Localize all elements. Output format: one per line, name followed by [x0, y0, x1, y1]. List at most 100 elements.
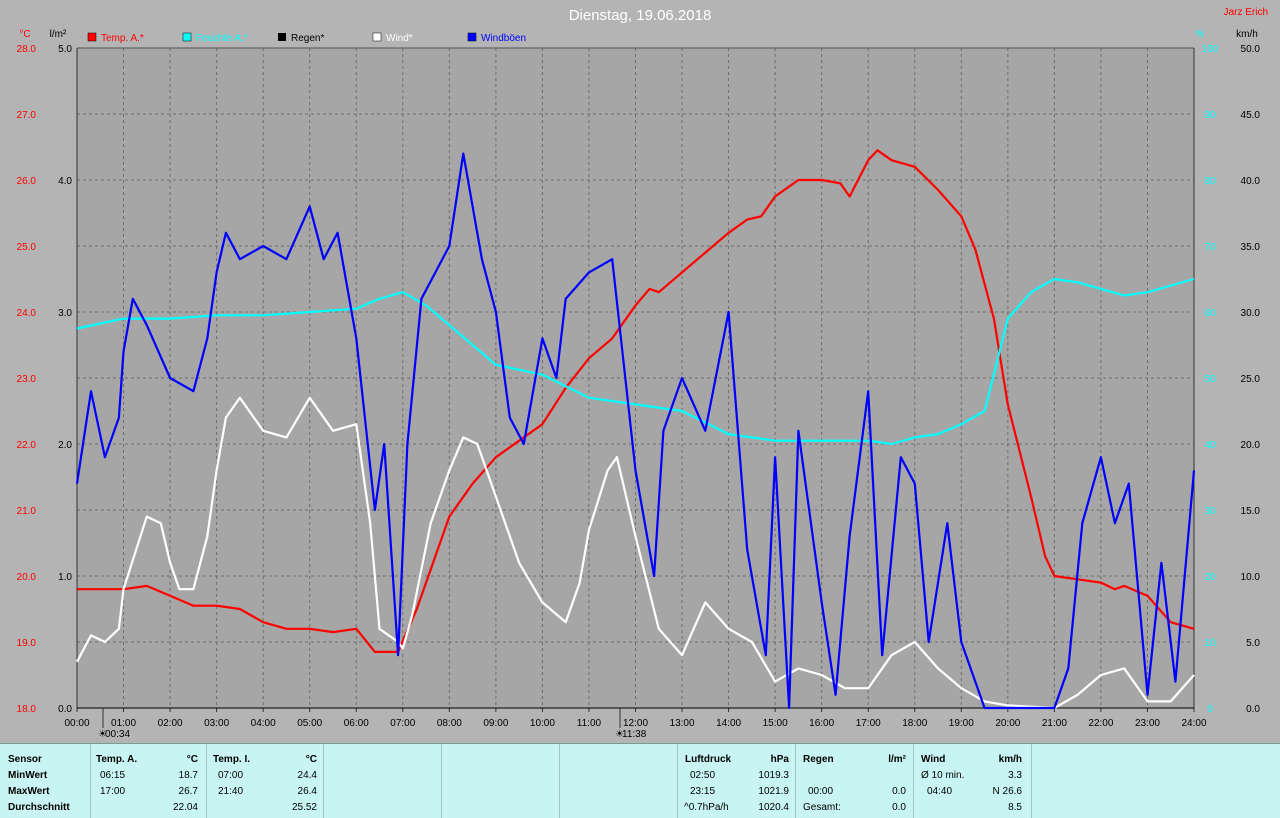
- temp-tick-label: 24.0: [17, 308, 37, 319]
- temp-a-unit: °C: [186, 754, 198, 765]
- row-label-min: MinWert: [8, 770, 48, 781]
- x-tick-label: 16:00: [809, 718, 834, 729]
- wind-max: N 26.6: [992, 786, 1022, 797]
- wind-tick-label: 20.0: [1241, 440, 1261, 451]
- temp-a-max-time: 17:00: [100, 786, 126, 797]
- wind-max-time: 04:40: [927, 786, 953, 797]
- column-divider: [206, 744, 207, 818]
- humidity-tick-label: 0: [1207, 704, 1213, 715]
- rain-total: 0.0: [892, 802, 906, 813]
- rain-min-time: 00:00: [808, 786, 834, 797]
- x-tick-label: 00:00: [64, 718, 89, 729]
- series-line-feuchte-a: [76, 277, 1195, 446]
- rain-unit-label: l/m²: [50, 29, 67, 40]
- wind-tick-label: 5.0: [1246, 638, 1260, 649]
- rain-tick-label: 5.0: [58, 44, 72, 55]
- legend-swatch-rain: [278, 33, 286, 41]
- column-divider: [913, 744, 914, 818]
- temp-a-max: 26.7: [178, 786, 198, 797]
- x-tick-label: 22:00: [1088, 718, 1113, 729]
- wind-tick-label: 40.0: [1241, 176, 1261, 187]
- temp-a-avg: 22.04: [172, 802, 198, 813]
- pressure-max: 1021.9: [758, 786, 789, 797]
- marker-label: 11:38: [622, 729, 647, 740]
- wind-tick-label: 0.0: [1246, 704, 1260, 715]
- wind-unit: km/h: [998, 754, 1022, 765]
- pressure-trend: ^0.7hPa/h: [684, 802, 729, 813]
- temp-i-max-time: 21:40: [218, 786, 244, 797]
- pressure-avg: 1020.4: [758, 802, 789, 813]
- humidity-tick-label: 10: [1204, 638, 1216, 649]
- pressure-min-time: 02:50: [690, 770, 716, 781]
- author-label: Jarz Erich: [1224, 7, 1268, 18]
- legend-swatch-gusts: [467, 32, 477, 42]
- humidity-tick-label: 50: [1204, 374, 1216, 385]
- temp-i-header: Temp. I.: [213, 754, 251, 765]
- sensor-header: Sensor: [8, 754, 42, 765]
- wind-header: Wind: [921, 754, 946, 765]
- x-tick-label: 13:00: [670, 718, 695, 729]
- wind-unit-label: km/h: [1236, 29, 1258, 40]
- legend-swatch-wind: [372, 32, 382, 42]
- rain-tick-label: 4.0: [58, 176, 72, 187]
- statistics-panel: Sensor MinWert MaxWert Durchschnitt Temp…: [0, 743, 1280, 818]
- series-line-temp-a: [77, 149, 1195, 654]
- humidity-tick-label: 20: [1204, 572, 1216, 583]
- wind-tick-label: 35.0: [1241, 242, 1261, 253]
- temp-tick-label: 26.0: [17, 176, 37, 187]
- humidity-tick-label: 100: [1202, 44, 1219, 55]
- marker-icon: ☀: [615, 729, 624, 740]
- temp-tick-label: 23.0: [17, 374, 37, 385]
- wind-tick-label: 30.0: [1241, 308, 1261, 319]
- x-tick-label: 18:00: [902, 718, 927, 729]
- x-tick-label: 01:00: [111, 718, 136, 729]
- legend-label-humidity: Feuchte A.*: [196, 33, 248, 44]
- humidity-unit-label: %: [1196, 29, 1205, 40]
- legend: Temp. A.* Feuchte A.* Regen* Wind* Windb…: [87, 32, 526, 44]
- temp-i-avg: 25.52: [291, 802, 317, 813]
- marker-label: 00:34: [105, 729, 130, 740]
- x-tick-label: 20:00: [995, 718, 1020, 729]
- temp-tick-label: 28.0: [17, 44, 37, 55]
- chart-title: Dienstag, 19.06.2018: [569, 7, 712, 24]
- wind-tick-label: 10.0: [1241, 572, 1261, 583]
- temp-tick-label: 18.0: [17, 704, 37, 715]
- x-tick-label: 06:00: [344, 718, 369, 729]
- humidity-tick-label: 90: [1204, 110, 1216, 121]
- humidity-tick-label: 80: [1204, 176, 1216, 187]
- temp-unit-label: °C: [19, 29, 30, 40]
- column-divider: [323, 744, 324, 818]
- temp-a-min-time: 06:15: [100, 770, 126, 781]
- time-markers: ☀ 00:34 ☀ 11:38: [98, 708, 647, 740]
- row-label-avg: Durchschnitt: [8, 802, 70, 813]
- wind-avg-label: Ø 10 min.: [921, 770, 965, 781]
- x-tick-label: 24:00: [1181, 718, 1206, 729]
- wind-tick-label: 15.0: [1241, 506, 1261, 517]
- temp-tick-label: 20.0: [17, 572, 37, 583]
- rain-header: Regen: [803, 754, 834, 765]
- wind-avg: 3.3: [1008, 770, 1022, 781]
- legend-swatch-humidity: [182, 32, 192, 42]
- series-group: [75, 149, 1196, 710]
- x-tick-label: 23:00: [1135, 718, 1160, 729]
- tick-labels: 28.0 27.0 26.0 25.0 24.0 23.0 22.0 21.0 20.0 19.0…: [17, 44, 1261, 729]
- temp-a-min: 18.7: [178, 770, 198, 781]
- temp-tick-label: 21.0: [17, 506, 37, 517]
- legend-label-wind: Wind*: [386, 33, 413, 44]
- x-tick-label: 04:00: [251, 718, 276, 729]
- column-divider: [795, 744, 796, 818]
- x-tick-label: 09:00: [483, 718, 508, 729]
- pressure-unit: hPa: [770, 754, 789, 765]
- wind-tick-label: 45.0: [1241, 110, 1261, 121]
- temp-i-min: 24.4: [297, 770, 317, 781]
- column-divider: [559, 744, 560, 818]
- rain-tick-label: 0.0: [58, 704, 72, 715]
- weather-chart: 28.0 27.0 26.0 25.0 24.0 23.0 22.0 21.0 20.0 19.0…: [17, 7, 1268, 740]
- temp-i-min-time: 07:00: [218, 770, 244, 781]
- marker-icon: ☀: [98, 729, 107, 740]
- temp-i-max: 26.4: [297, 786, 317, 797]
- pressure-max-time: 23:15: [690, 786, 716, 797]
- x-tick-label: 02:00: [158, 718, 183, 729]
- x-tick-label: 14:00: [716, 718, 741, 729]
- x-tick-label: 07:00: [390, 718, 415, 729]
